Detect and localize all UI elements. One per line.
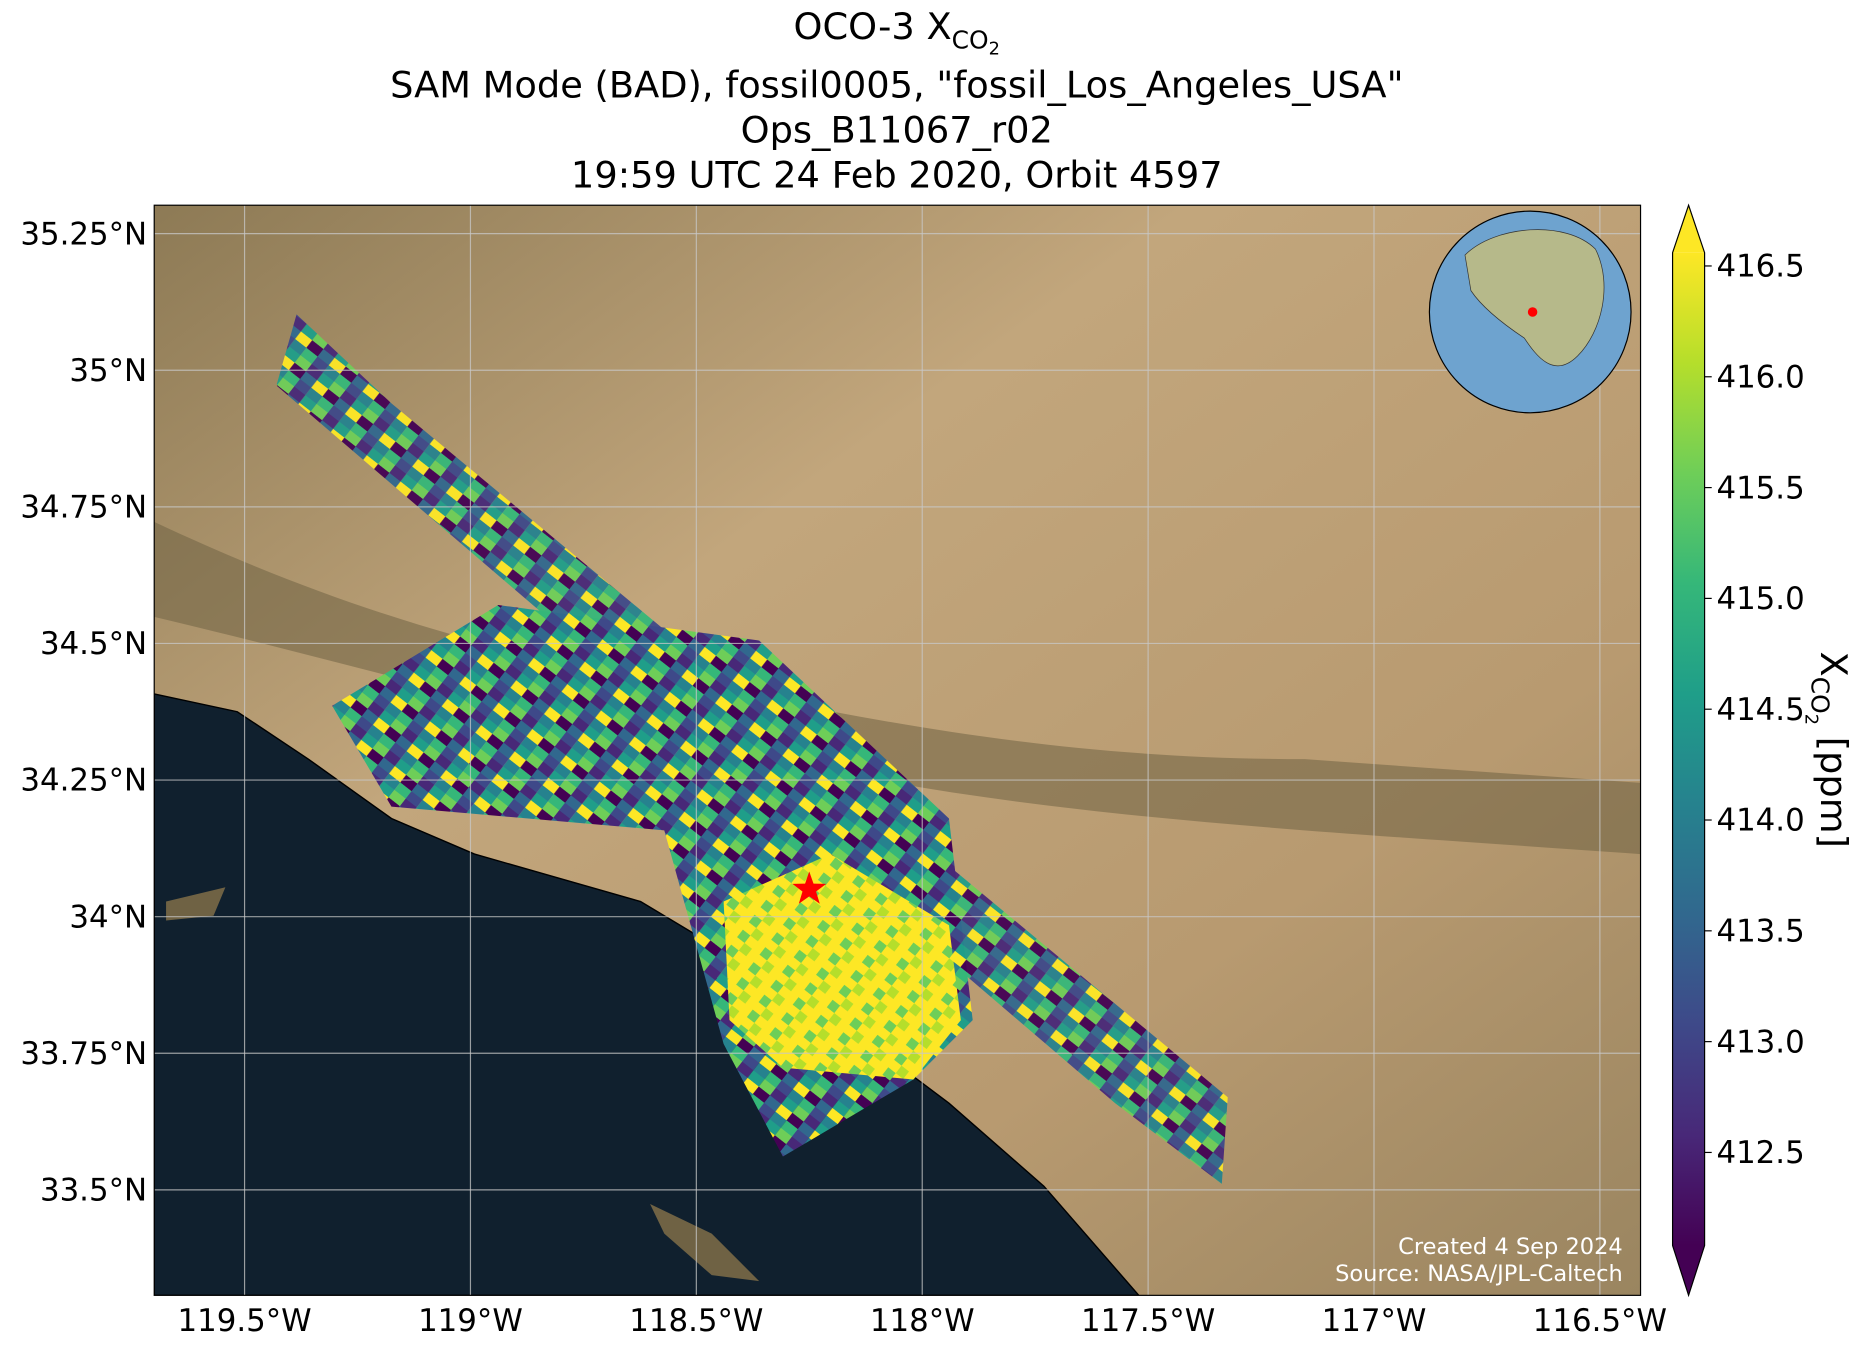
target-marker	[792, 871, 827, 904]
x-tick-label: 118°W	[870, 1303, 975, 1339]
credit-text: Source: NASA/JPL-Caltech	[1335, 1261, 1623, 1287]
y-tick-label: 34.25°N	[20, 763, 147, 799]
colorbar-tick-label: 414.5	[1716, 692, 1804, 728]
y-tick-label: 34°N	[69, 899, 147, 935]
colorbar-label: XCO2 [ppm]	[1800, 651, 1854, 847]
y-tick-label: 35.25°N	[20, 216, 147, 252]
colorbar-tick-label: 415.0	[1716, 581, 1804, 617]
x-tick-label: 116.5°W	[1533, 1303, 1667, 1339]
x-tick-label: 118.5°W	[629, 1303, 763, 1339]
x-tick-label: 119°W	[418, 1303, 523, 1339]
globe-target	[1527, 307, 1538, 317]
colorbar	[1671, 203, 1712, 1298]
credit-text: Created 4 Sep 2024	[1398, 1234, 1623, 1260]
title-subscript: CO	[952, 26, 989, 55]
colorbar-extend-max	[1672, 205, 1705, 253]
basemap	[154, 205, 1641, 1296]
chart-title: OCO-3 XCO2	[794, 5, 1000, 59]
colorbar-tick-label: 415.5	[1716, 470, 1804, 506]
colorbar-body	[1672, 252, 1705, 1246]
colorbar-extend-min	[1672, 1245, 1705, 1296]
colorbar-label-text: X	[1812, 651, 1855, 676]
x-tick-label: 117.5°W	[1081, 1303, 1215, 1339]
map-frame	[153, 204, 1642, 1296]
chart-subtitle: Ops_B11067_r02	[741, 108, 1053, 151]
graticule	[154, 205, 1641, 1296]
y-tick-label: 34.75°N	[20, 490, 147, 526]
y-tick-label: 33.5°N	[40, 1173, 147, 1209]
colorbar-tick-label: 413.5	[1716, 914, 1804, 950]
colorbar-tick-label: 412.5	[1716, 1135, 1804, 1171]
chart-subtitle: SAM Mode (BAD), fossil0005, "fossil_Los_…	[390, 63, 1403, 106]
title-subscript: 2	[989, 39, 1000, 60]
y-tick-label: 33.75°N	[20, 1036, 147, 1072]
chart-subtitle: 19:59 UTC 24 Feb 2020, Orbit 4597	[571, 153, 1223, 196]
x-tick-label: 119.5°W	[177, 1303, 311, 1339]
colorbar-tick-label: 416.0	[1716, 359, 1804, 395]
y-tick-label: 34.5°N	[40, 626, 147, 662]
title-text: OCO-3 X	[794, 5, 952, 48]
colorbar-label-subscript: 2	[1800, 714, 1821, 725]
x-tick-label: 117°W	[1322, 1303, 1427, 1339]
colorbar-tick-label: 413.0	[1716, 1024, 1804, 1060]
y-tick-label: 35°N	[69, 353, 147, 389]
colorbar-label-text: [ppm]	[1812, 725, 1855, 848]
colorbar-label-subscript: CO	[1805, 677, 1834, 714]
colorbar-tick-label: 416.5	[1716, 249, 1804, 285]
colorbar-outline	[1671, 203, 1706, 1298]
colorbar-tick-label: 414.0	[1716, 803, 1804, 839]
